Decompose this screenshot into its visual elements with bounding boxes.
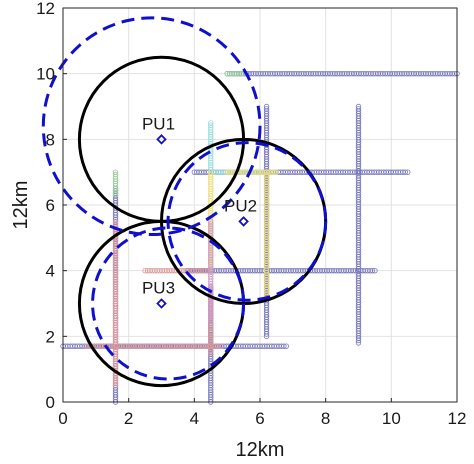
su-point — [217, 343, 224, 349]
su-point — [208, 218, 214, 225]
pu-label: PU3 — [142, 279, 175, 298]
y-tick-label: 6 — [46, 196, 55, 215]
primary-users: PU1 PU2 PU3 — [142, 114, 257, 309]
su-point — [112, 221, 119, 227]
pu-label: PU1 — [142, 114, 175, 133]
estimated-circle-3 — [91, 226, 246, 381]
su-point — [208, 122, 214, 128]
su-point — [402, 169, 409, 175]
pu-label: PU2 — [224, 196, 257, 215]
y-tick-label: 4 — [46, 262, 55, 281]
su-point — [281, 343, 287, 349]
su-point — [215, 343, 221, 349]
y-axis-label: 12km — [10, 181, 32, 230]
y-tick-label: 0 — [46, 393, 55, 412]
pu-marker — [238, 216, 249, 227]
x-tick-labels: 0 2 4 6 8 10 12 — [58, 398, 466, 428]
su-point — [355, 106, 362, 112]
y-tick-label: 10 — [36, 65, 55, 84]
x-axis-label: 12km — [236, 439, 285, 461]
su-point — [208, 120, 214, 126]
coverage-circles — [41, 16, 328, 388]
su-point — [112, 218, 119, 225]
estimated-circle-2 — [166, 141, 328, 302]
estimated-circle-1 — [41, 16, 262, 237]
su-point — [263, 103, 270, 110]
x-tick-label: 12 — [448, 409, 467, 428]
su-point — [263, 106, 270, 112]
su-point — [208, 221, 214, 227]
su-point — [112, 171, 119, 178]
su-point — [405, 169, 411, 175]
x-tick-label: 10 — [382, 409, 401, 428]
x-tick-label: 8 — [321, 409, 330, 428]
y-tick-labels: 0 2 4 6 8 10 12 — [36, 0, 67, 412]
su-point — [283, 343, 289, 349]
su-point — [355, 103, 362, 110]
x-tick-label: 2 — [124, 409, 133, 428]
y-tick-label: 2 — [46, 327, 55, 346]
y-tick-label: 12 — [36, 0, 55, 18]
su-path-5 — [185, 267, 378, 274]
x-tick-label: 6 — [255, 409, 264, 428]
x-tick-label: 0 — [58, 409, 67, 428]
su-path-17 — [83, 343, 224, 349]
y-tick-label: 8 — [46, 130, 55, 149]
x-tick-label: 4 — [190, 409, 199, 428]
su-point — [369, 267, 376, 274]
su-point — [112, 169, 119, 175]
su-point — [238, 70, 244, 77]
pu-marker — [156, 298, 167, 309]
su-point — [208, 171, 214, 178]
su-point — [372, 267, 378, 274]
su-point — [208, 169, 214, 175]
su-point — [273, 169, 280, 175]
pu-marker — [156, 134, 167, 145]
su-path-18 — [142, 267, 214, 274]
su-path-2 — [355, 103, 362, 346]
su-point — [271, 169, 277, 175]
su-path-10 — [112, 169, 119, 198]
su-path-9 — [224, 70, 247, 77]
secondary-user-paths — [60, 70, 460, 405]
